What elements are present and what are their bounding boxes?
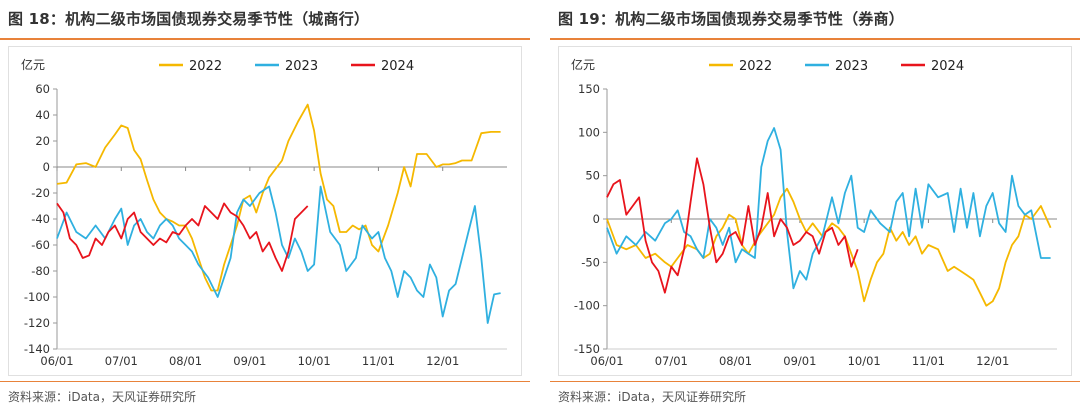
legend-label-2022: 2022: [189, 59, 222, 74]
chart-title: 图 18：机构二级市场国债现券交易季节性（城商行）: [8, 10, 370, 28]
x-tick-label: 09/01: [783, 354, 816, 368]
chart-area: 亿元 2022 2023 2024 150 100 50 0 -50 -100 -150 06/01 0…: [558, 46, 1072, 376]
y-tick-label: -100: [24, 290, 50, 304]
y-tick-label: -40: [31, 212, 50, 226]
chart-panel-left: 图 18：机构二级市场国债现券交易季节性（城商行） 亿元 2022 2023 2024…: [0, 0, 530, 420]
x-tick-label: 09/01: [233, 354, 266, 368]
legend-label-2024: 2024: [381, 59, 414, 74]
x-tick-label: 07/01: [105, 354, 138, 368]
y-tick-label: -50: [581, 255, 600, 269]
y-tick-label: 100: [578, 125, 600, 139]
legend-label-2023: 2023: [835, 59, 868, 74]
y-tick-label: 50: [585, 169, 600, 183]
source-rule: [0, 381, 530, 382]
y-tick-label: -100: [574, 299, 600, 313]
series-line-2023: [56, 185, 501, 324]
series-line-2023: [606, 127, 1051, 290]
legend-label-2022: 2022: [739, 59, 772, 74]
chart-panel-right: 图 19：机构二级市场国债现券交易季节性（券商） 亿元 2022 2023 2024 1…: [550, 0, 1080, 420]
y-tick-label: 0: [593, 212, 600, 226]
unit-label: 亿元: [571, 57, 595, 72]
x-tick-label: 12/01: [426, 354, 459, 368]
series-line-2024: [606, 157, 859, 294]
series-line-2024: [56, 202, 309, 272]
y-tick-label: 20: [35, 134, 50, 148]
source-note: 资料来源：iData，天风证券研究所: [558, 390, 746, 404]
y-tick-label: -80: [31, 264, 50, 278]
source-note: 资料来源：iData，天风证券研究所: [8, 390, 196, 404]
unit-label: 亿元: [21, 57, 45, 72]
x-tick-label: 08/01: [169, 354, 202, 368]
y-tick-label: 60: [35, 82, 50, 96]
chart-area: 亿元 2022 2023 2024 60 40 20 0 -20 -40 -60 -80 -100 -12…: [8, 46, 522, 376]
chart-title: 图 19：机构二级市场国债现券交易季节性（券商）: [558, 10, 904, 28]
x-tick-label: 08/01: [719, 354, 752, 368]
line-chart-svg: 亿元 2022 2023 2024 60 40 20 0 -20 -40 -60 -80 -100 -12…: [21, 57, 507, 368]
legend-label-2024: 2024: [931, 59, 964, 74]
y-tick-label: -150: [574, 342, 600, 356]
x-tick-label: 11/01: [912, 354, 945, 368]
x-tick-label: 10/01: [848, 354, 881, 368]
x-tick-label: 11/01: [362, 354, 395, 368]
y-tick-label: -60: [31, 238, 50, 252]
y-tick-label: 40: [35, 108, 50, 122]
x-tick-label: 10/01: [298, 354, 331, 368]
y-tick-label: -120: [24, 316, 50, 330]
y-tick-label: 150: [578, 82, 600, 96]
series-line-2022: [56, 103, 501, 292]
legend-label-2023: 2023: [285, 59, 318, 74]
series-line-2022: [606, 187, 1052, 307]
y-tick-label: -20: [31, 186, 50, 200]
y-tick-label: -140: [24, 342, 50, 356]
x-tick-label: 12/01: [976, 354, 1009, 368]
x-tick-label: 07/01: [655, 354, 688, 368]
x-tick-label: 06/01: [590, 354, 623, 368]
y-tick-label: 0: [43, 160, 50, 174]
title-rule: [550, 38, 1080, 40]
x-tick-label: 06/01: [40, 354, 73, 368]
source-rule: [550, 381, 1080, 382]
title-rule: [0, 38, 530, 40]
